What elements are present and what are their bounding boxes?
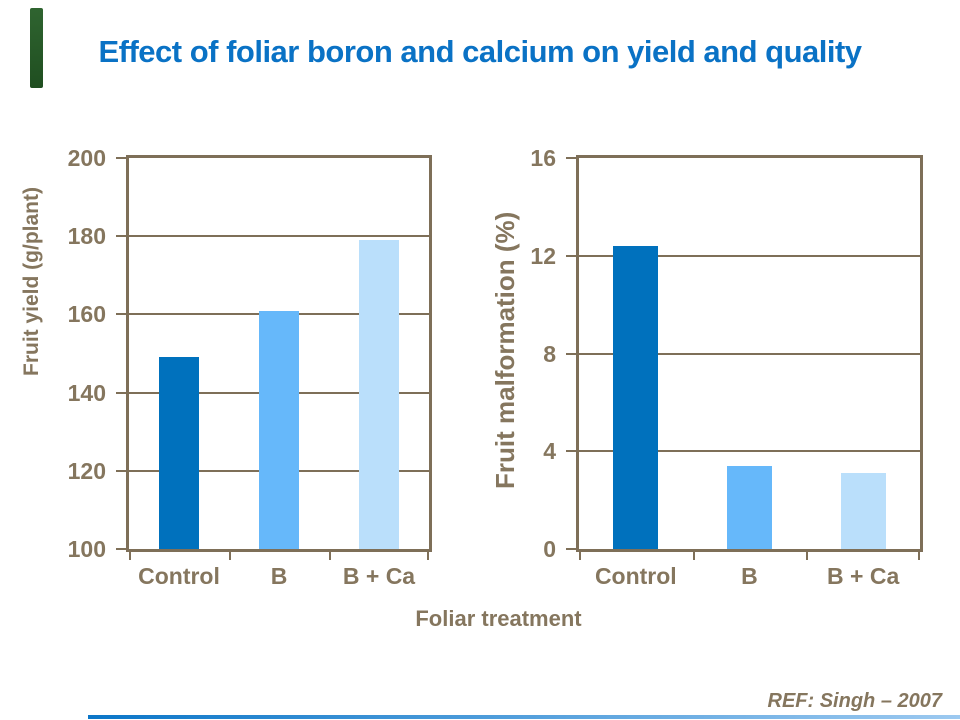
y-tick-label-140: 140	[67, 379, 106, 406]
y-tick-mark-16	[566, 157, 576, 159]
category-label-b: B	[270, 563, 288, 589]
y-tick-mark-160	[116, 313, 126, 316]
slide-title: Effect of foliar boron and calcium on yi…	[98, 34, 862, 69]
y-tick-label-16: 16	[530, 145, 556, 171]
bar-control	[613, 245, 659, 549]
category-label-b-ca: B + Ca	[827, 563, 900, 589]
y-tick-mark-200	[116, 157, 126, 159]
category-label-control: Control	[594, 563, 677, 589]
gridline-4	[579, 450, 920, 453]
y-tick-label-180: 180	[67, 223, 106, 250]
bar-b	[259, 310, 299, 549]
y-tick-label-100: 100	[67, 536, 106, 562]
fruit-malformation-chart-plot-area: 0 4 8 12 16 Control B B + Ca	[530, 145, 923, 589]
gridline-8	[579, 352, 920, 355]
y-tick-label-200: 200	[67, 145, 106, 171]
y-tick-label-12: 12	[530, 242, 556, 269]
y-tick-mark-0	[566, 548, 576, 550]
x-tick-mark	[427, 552, 429, 560]
fruit-yield-chart-plot-area: 100 120 140 160 180 200 Control B B + Ca	[68, 145, 432, 589]
y-tick-mark-100	[116, 548, 126, 550]
x-tick-mark	[329, 552, 331, 560]
bar-b	[727, 465, 772, 549]
bottom-rule	[88, 715, 960, 719]
gridline-180	[129, 235, 429, 238]
y-tick-mark-8	[566, 352, 576, 355]
x-tick-mark	[918, 552, 920, 560]
category-label-b: B	[741, 563, 758, 589]
reference-text: REF: Singh – 2007	[767, 690, 943, 712]
y-tick-label-160: 160	[67, 301, 106, 328]
y-tick-mark-180	[116, 235, 126, 238]
yield-y-axis-label: Fruit yield (g/plant)	[20, 187, 43, 377]
green-accent-bar	[30, 8, 43, 88]
x-tick-mark	[579, 552, 581, 560]
x-tick-mark	[806, 552, 809, 560]
y-tick-label-4: 4	[543, 438, 556, 465]
bar-b-ca	[840, 473, 886, 549]
category-label-control: Control	[138, 563, 220, 589]
y-tick-mark-120	[116, 469, 126, 472]
y-tick-label-0: 0	[543, 536, 556, 562]
y-tick-label-8: 8	[543, 340, 556, 367]
x-tick-mark	[129, 552, 131, 560]
gridline-12	[579, 254, 920, 257]
x-axis-label: Foliar treatment	[415, 606, 582, 631]
bar-b-ca	[359, 240, 399, 549]
y-tick-mark-12	[566, 254, 576, 257]
x-tick-mark	[692, 552, 695, 560]
bar-control	[159, 357, 199, 549]
y-tick-mark-140	[116, 391, 126, 394]
x-tick-mark	[229, 552, 231, 560]
category-label-b-ca: B + Ca	[342, 563, 416, 589]
y-tick-mark-4	[566, 450, 576, 453]
y-tick-label-120: 120	[67, 457, 106, 484]
